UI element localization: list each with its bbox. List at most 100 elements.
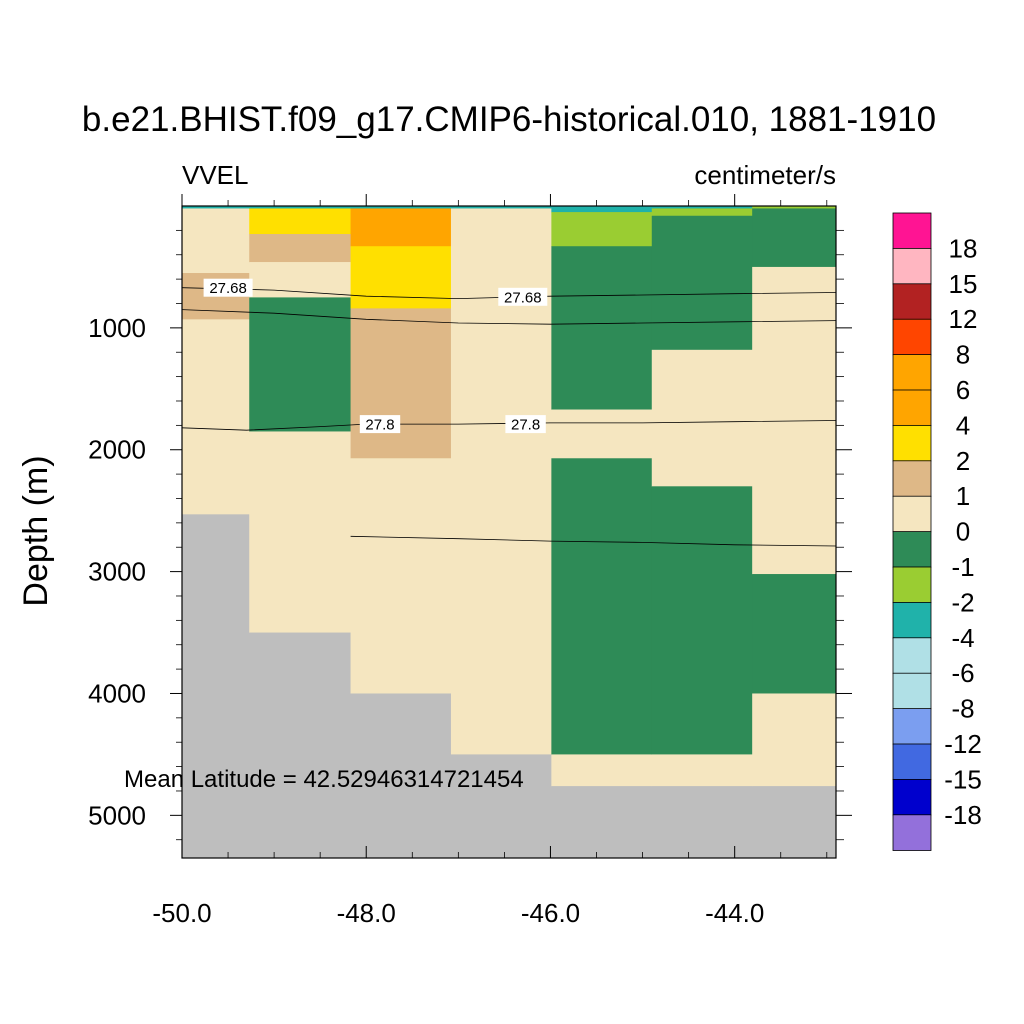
colorbar-swatch <box>892 566 932 604</box>
contour-label: 27.68 <box>209 280 247 297</box>
contour-label: 27.8 <box>511 417 540 434</box>
y-axis-label: Depth (m) <box>17 455 55 606</box>
contour-label-background <box>359 415 401 434</box>
colorbar-label: -18 <box>944 800 982 830</box>
heatmap-cell <box>651 786 753 859</box>
plot-border <box>181 205 837 859</box>
contour-label: 27.8 <box>365 417 394 434</box>
heatmap-cell <box>551 786 653 859</box>
heatmap-cell <box>551 409 653 459</box>
heatmap-cell <box>249 632 351 859</box>
colorbar-label: 18 <box>949 233 978 263</box>
colorbar-label: 2 <box>956 446 970 476</box>
colorbar-swatch <box>892 460 932 497</box>
units-label: centimeter/s <box>694 160 836 190</box>
colorbar-swatch <box>892 389 932 427</box>
colorbar-swatch <box>892 814 932 851</box>
heatmap-cell <box>752 208 837 268</box>
heatmap-cell <box>651 349 753 487</box>
colorbar-label: -1 <box>951 552 974 582</box>
colorbar-swatch <box>892 424 932 462</box>
heatmap-cell <box>651 208 753 217</box>
colorbar-label: 15 <box>949 269 978 299</box>
plot-frame: -50.0 -48.0 -46.0 -44.0 1000 2000 3000 4000 5000 <box>88 194 852 928</box>
heatmap-cell <box>350 246 452 309</box>
x-tick-label: -50.0 <box>152 898 211 928</box>
contour-label-background <box>203 278 253 297</box>
colorbar-swatch <box>892 637 932 674</box>
colorbar-swatch <box>892 318 932 356</box>
heatmap-cell <box>752 206 837 209</box>
heatmap-cell <box>249 262 351 298</box>
contour-label-background <box>498 287 548 306</box>
colorbar-label: -4 <box>951 623 974 653</box>
mean-latitude-annotation: Mean Latitude = 42.52946314721454 <box>124 766 524 793</box>
colorbar-swatch <box>892 531 932 568</box>
colorbar-swatch <box>892 743 932 781</box>
heatmap-cell <box>651 206 753 209</box>
colorbar-label: 1 <box>956 481 970 511</box>
heatmap-cell <box>249 234 351 263</box>
heatmap-cell <box>350 208 452 247</box>
heatmap-cell <box>350 693 452 859</box>
colorbar-swatch <box>892 779 932 816</box>
colorbar-swatch <box>892 708 932 745</box>
colorbar-swatch <box>892 602 932 639</box>
colorbar-legend: 18 15 12 8 6 4 2 1 0 -1 -2 -4 -6 -8 -12 -15 -18 <box>892 212 982 851</box>
heatmap-cell <box>182 319 250 515</box>
contour-line <box>181 309 837 325</box>
heatmap-cell <box>651 215 753 351</box>
heatmap-cell <box>752 574 837 694</box>
contour-label-background <box>505 415 546 434</box>
x-tick-label: -46.0 <box>521 898 580 928</box>
y-tick-label: 4000 <box>88 679 146 709</box>
heatmap-cell <box>350 308 452 459</box>
colorbar-label: -8 <box>951 694 974 724</box>
colorbar-label: -6 <box>951 658 974 688</box>
contour-label: 27.68 <box>504 289 542 306</box>
colorbar-label: -12 <box>944 729 982 759</box>
x-tick-label: -44.0 <box>705 898 764 928</box>
heatmap-cell <box>651 754 753 787</box>
colorbar-swatch <box>892 495 932 533</box>
y-tick-label: 1000 <box>88 313 146 343</box>
heatmap-cell <box>182 208 250 274</box>
colorbar-swatch <box>892 283 932 320</box>
colorbar-label: 0 <box>956 517 970 547</box>
colorbar-label: 8 <box>956 340 970 370</box>
density-contours: 27.68 27.68 27.8 27.8 <box>181 278 837 547</box>
chart-title: b.e21.BHIST.f09_g17.CMIP6-historical.010… <box>82 100 936 139</box>
heatmap-cell <box>249 431 351 633</box>
contour-line <box>350 535 837 547</box>
colorbar-label: 6 <box>956 375 970 405</box>
heatmap-cell <box>551 212 653 247</box>
heatmap-cell <box>551 206 653 213</box>
colorbar-label: 12 <box>949 304 978 334</box>
colorbar-label: -2 <box>951 587 974 617</box>
heatmap-cell <box>249 208 351 235</box>
colorbar-swatch <box>892 354 932 391</box>
heatmap-cell <box>450 206 552 209</box>
colorbar-swatch <box>892 672 932 710</box>
x-tick-label: -48.0 <box>337 898 396 928</box>
colorbar-label: -15 <box>944 764 982 794</box>
contour-line <box>181 420 837 431</box>
heatmap-cell <box>249 206 351 209</box>
heatmap-cell <box>551 754 653 787</box>
heatmap-cell <box>450 754 552 859</box>
heatmap-cell <box>249 297 351 432</box>
heatmap-cell <box>752 786 837 859</box>
heatmap-cell <box>551 246 653 410</box>
heatmap-cell <box>752 693 837 787</box>
heatmap-cell <box>350 206 452 209</box>
heatmap-cell <box>551 458 653 755</box>
y-tick-label: 5000 <box>88 800 146 830</box>
heatmap-cell <box>182 514 250 859</box>
colorbar-swatch <box>892 212 932 250</box>
heatmap-cell <box>350 458 452 694</box>
y-tick-label: 2000 <box>88 435 146 465</box>
heatmap-cell <box>651 486 753 755</box>
colorbar-label: 4 <box>956 410 970 440</box>
heatmap-cell <box>182 206 250 209</box>
